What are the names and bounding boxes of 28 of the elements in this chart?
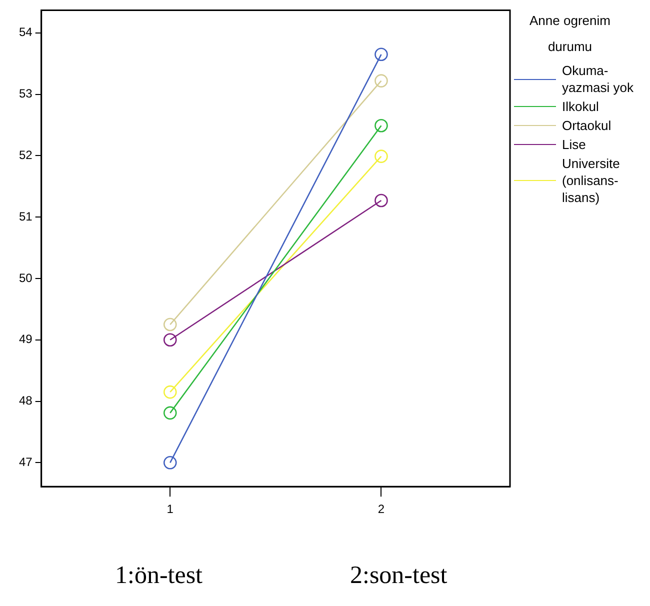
point [374, 150, 388, 163]
legend-label: Universite (onlisans-lisans) [562, 155, 621, 206]
y-tick-label: 52 [18, 148, 33, 162]
point [163, 456, 177, 470]
y-tick-label: 49 [18, 332, 33, 346]
y-tick-label: 48 [18, 394, 33, 408]
legend-label: Okuma-yazmasi yok [562, 62, 635, 96]
point [163, 406, 177, 420]
point [163, 318, 177, 332]
y-tick-label: 53 [18, 86, 33, 101]
point [374, 194, 388, 208]
text: 1:ön-test [115, 562, 202, 590]
point [163, 385, 177, 399]
point [374, 118, 388, 132]
x-tick-label: 2 [378, 502, 385, 516]
text: 2:son-test [350, 562, 448, 590]
y-tick-label: 54 [18, 25, 33, 40]
legend-title: Anne ogrenim durumu [528, 12, 612, 56]
x-tick-label: 1 [166, 502, 174, 516]
point [163, 333, 177, 347]
legend-label: Ortaokul [562, 117, 612, 134]
legend-label: Ilkokul [562, 98, 600, 115]
point [374, 48, 388, 62]
y-tick-label: 50 [18, 270, 33, 285]
legend-label: Lise [562, 136, 587, 153]
y-tick-label: 47 [18, 454, 33, 469]
point [374, 74, 388, 88]
y-tick-label: 51 [18, 209, 33, 224]
